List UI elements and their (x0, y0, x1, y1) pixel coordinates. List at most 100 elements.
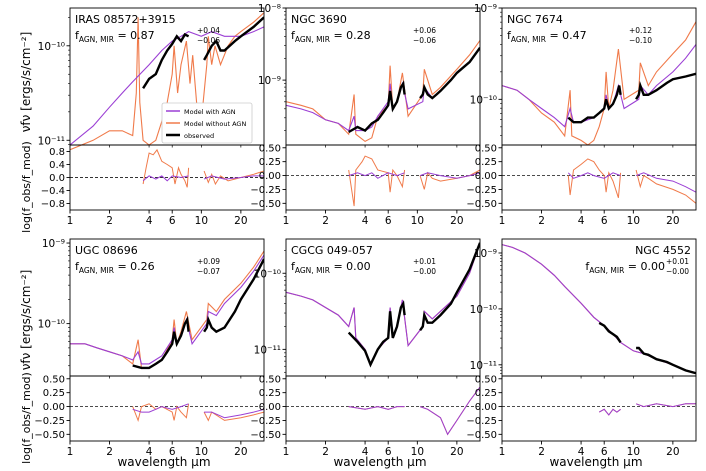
sed-y-tick-label: 10⁻⁸ (258, 3, 281, 15)
residual-y-tick-label: −0.8 (41, 199, 65, 210)
y-label-top-2: νfν [ergs/s/cm⁻²] (19, 270, 33, 371)
x-tick-label: 2 (106, 446, 113, 458)
panel-4: 10⁻¹⁰ 10⁻⁹ 0.50 0.25 0.00 −0.25 −0.501 2 4 6 10 20 U… (34, 238, 265, 458)
sed-y-tick-label: 10⁻¹¹ (38, 135, 65, 147)
residual-with-agn-seg-1 (348, 172, 405, 179)
panel-lines (502, 244, 696, 416)
x-label-1: wavelength μm (117, 455, 210, 469)
residual-y-tick-label: −0.25 (34, 416, 65, 427)
series-observed-seg-2 (419, 46, 480, 100)
panel-title: UGC 08696 (75, 244, 138, 257)
sed-y-tick-label: 10⁻⁹ (42, 238, 65, 250)
x-tick-label: 6 (601, 215, 608, 227)
x-tick-label: 20 (450, 446, 463, 458)
residual-y-tick-label: 0.0 (49, 173, 65, 184)
residual-y-tick-label: 0.00 (43, 402, 65, 413)
residual-with-agn-seg-1 (142, 175, 189, 182)
fagn-lower-error: −0.07 (197, 267, 220, 276)
residual-frame (285, 375, 481, 442)
x-tick-label: 20 (666, 215, 679, 227)
fagn-value: = 0.28 (330, 29, 371, 42)
x-tick-label: 6 (385, 215, 392, 227)
y-label-top-row: νfν [ergs/s/cm⁻²] νfν [ergs/s/cm⁻²] (19, 32, 33, 371)
residual-without-agn-seg-2 (635, 169, 696, 204)
residual-y-tick-label: 0.25 (259, 157, 281, 168)
residual-y-tick-label: −0.25 (466, 185, 497, 196)
x-tick-label: 2 (322, 446, 329, 458)
sed-y-tick-label: 10⁻¹⁰ (470, 94, 497, 106)
panel-title: CGCG 049-057 (291, 244, 373, 257)
fagn-annotation: fAGN, MIR = 0.00 (585, 260, 665, 275)
x-tick-label: 4 (362, 446, 369, 458)
fagn-lower-error: −0.06 (197, 36, 220, 45)
x-tick-label: 10 (627, 446, 640, 458)
fagn-annotation: fAGN, MIR = 0.00 (291, 260, 371, 275)
fagn-subscript: AGN, MIR (295, 266, 330, 275)
series-observed-seg-1 (348, 80, 406, 134)
residual-y-tick-label: 0.50 (259, 374, 281, 385)
y-label-bottom-row: log(f_obs/f_mod) log(f_obs/f_mod) (20, 141, 33, 464)
residual-frame (501, 144, 697, 211)
sed-y-tick-label: 10⁻¹⁰ (38, 319, 65, 331)
residual-y-tick-label: −0.50 (466, 199, 497, 210)
residual-with-agn-seg-1 (348, 406, 405, 410)
x-tick-label: 20 (666, 446, 679, 458)
x-label-2: wavelength μm (333, 455, 426, 469)
residual-y-tick-label: −0.50 (250, 430, 281, 441)
residual-without-agn-seg-2 (203, 170, 264, 186)
fagn-f: f (291, 260, 296, 273)
residual-frame (285, 144, 481, 211)
sed-y-tick-label: 10⁻¹⁰ (254, 268, 281, 280)
x-tick-label: 10 (411, 215, 424, 227)
residual-y-tick-label: 0.4 (49, 160, 65, 171)
fagn-value: = 0.00 (330, 260, 371, 273)
residual-y-tick-label: 0.00 (475, 171, 497, 182)
x-tick-label: 2 (538, 215, 545, 227)
fagn-value: = 0.26 (114, 260, 155, 273)
fagn-upper-error: +0.09 (197, 257, 220, 266)
panel-lines (70, 12, 264, 188)
residual-y-tick-label: 0.50 (259, 143, 281, 154)
series-observed-seg-2 (635, 72, 696, 100)
series-observed-seg-1 (347, 300, 406, 368)
fagn-subscript: AGN, MIR (589, 266, 624, 275)
panel-5: 10⁻¹¹ 10⁻¹⁰ 0.50 0.25 0.00 −0.25 −0.501 2 4 6 10 20… (250, 238, 481, 458)
residual-y-tick-label: 0.50 (43, 374, 65, 385)
residual-y-tick-label: −0.25 (250, 185, 281, 196)
fagn-lower-error: −0.10 (629, 36, 652, 45)
series-observed-seg-2 (203, 16, 264, 61)
x-tick-label: 2 (538, 446, 545, 458)
fagn-subscript: AGN, MIR (295, 35, 330, 44)
series-without-agn (286, 40, 480, 143)
fagn-lower-error: −0.06 (413, 36, 436, 45)
residual-frame (501, 375, 697, 442)
panel-title: IRAS 08572+3915 (75, 13, 176, 26)
residual-with-agn-seg-1 (132, 403, 189, 413)
panel-2: 10⁻⁹ 10⁻⁸ 0.50 0.25 0.00 −0.25 −0.501 2 4 6 10 20 NG… (250, 3, 481, 227)
x-tick-label: 10 (195, 215, 208, 227)
series-observed-seg-2 (636, 346, 696, 375)
x-tick-label: 6 (169, 215, 176, 227)
residual-y-tick-label: −0.25 (466, 416, 497, 427)
residual-y-tick-label: 0.00 (259, 171, 281, 182)
fagn-upper-error: +0.06 (413, 26, 436, 35)
sed-y-tick-label: 10⁻¹⁰ (470, 304, 497, 316)
fagn-upper-error: +0.04 (197, 26, 220, 35)
residual-y-tick-label: −0.4 (41, 186, 65, 197)
residual-with-agn-seg-2 (635, 172, 696, 193)
residual-y-tick-label: −0.50 (466, 430, 497, 441)
fagn-value: = 0.47 (546, 29, 587, 42)
x-tick-label: 1 (67, 215, 74, 227)
residual-y-tick-label: 0.25 (475, 388, 497, 399)
fagn-f: f (75, 260, 80, 273)
residual-without-agn-seg-1 (132, 403, 190, 423)
panel-lines (286, 242, 480, 436)
residual-y-tick-label: −0.50 (250, 199, 281, 210)
fagn-lower-error: −0.00 (666, 267, 689, 276)
series-with-agn (502, 44, 696, 128)
x-tick-label: 20 (234, 446, 247, 458)
residual-with-agn-seg-1 (567, 172, 621, 179)
sed-y-tick-label: 10⁻⁹ (258, 75, 281, 87)
x-tick-label: 1 (283, 215, 290, 227)
